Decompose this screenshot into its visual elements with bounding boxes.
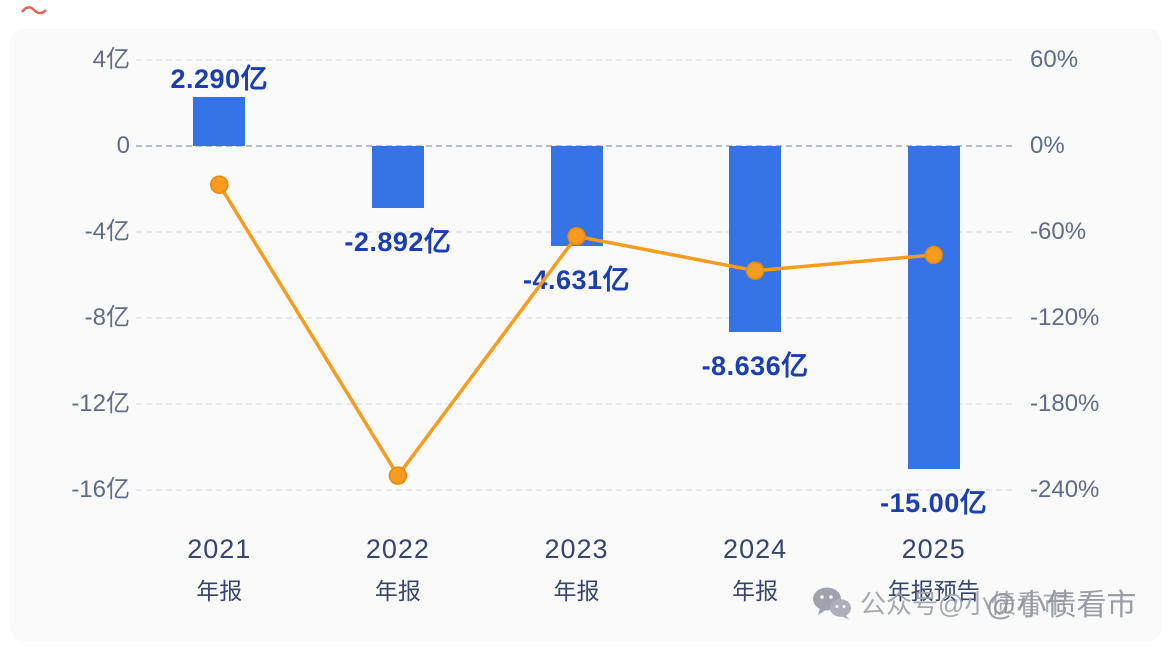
watermark-text-2: @小债看市 [986, 589, 1137, 622]
right-axis-tick: -120% [1030, 304, 1100, 331]
line-point [567, 227, 586, 246]
left-axis-tick: 4亿 [92, 46, 130, 73]
bar-value-label: -4.631亿 [522, 264, 631, 295]
bar-2025 [907, 146, 960, 469]
bar-value-label: -2.892亿 [344, 227, 452, 258]
bar-value-label: -15.00亿 [880, 487, 988, 518]
left-axis-tick: -4亿 [84, 218, 130, 245]
x-axis-period: 年报 [553, 578, 600, 604]
x-axis-label: 2025 年报预告 [834, 534, 1034, 606]
x-axis-label: 2024 年报 [655, 534, 855, 606]
right-axis-tick: 60% [1030, 46, 1079, 73]
left-axis-tick: 0 [116, 132, 130, 159]
x-axis-period: 年报预告 [887, 578, 980, 604]
x-axis-period: 年报 [732, 578, 779, 604]
x-axis-period: 年报 [196, 578, 243, 604]
right-axis-tick: -240% [1030, 476, 1100, 503]
left-axis-tick: -8亿 [84, 304, 130, 331]
x-axis-label: 2021 年报 [119, 534, 319, 606]
bar-2021 [193, 96, 246, 146]
line-point [924, 245, 943, 265]
line-point [210, 175, 229, 194]
gridline [136, 403, 1012, 405]
line-point [388, 466, 408, 485]
x-axis-year: 2021 [187, 534, 252, 564]
x-axis-period: 年报 [374, 578, 421, 604]
right-axis-tick: -180% [1030, 390, 1100, 417]
right-axis-tick: -60% [1030, 218, 1087, 245]
wechat-icon [813, 587, 851, 619]
left-axis-tick: -16亿 [71, 476, 130, 503]
x-axis-label: 2022 年报 [298, 534, 498, 606]
watermark-text: 公众号@小债看市 [860, 589, 1069, 619]
bar-2024 [729, 146, 782, 332]
line-point [745, 261, 765, 280]
gridline [136, 59, 1012, 61]
gridline [136, 317, 1012, 319]
left-axis-tick: -12亿 [71, 390, 130, 417]
bar-value-label: 2.290亿 [170, 63, 269, 94]
stray-red-mark [21, 6, 47, 15]
watermark: 公众号@小债看市 [812, 584, 1068, 621]
bar-value-label: -8.636亿 [701, 350, 809, 381]
gridline [136, 489, 1012, 491]
bar-2022 [371, 146, 424, 209]
x-axis-label: 2023 年报 [477, 534, 677, 606]
x-axis-year: 2025 [901, 534, 966, 564]
x-axis-year: 2024 [723, 534, 788, 564]
right-axis-tick: 0% [1030, 132, 1065, 159]
x-axis-year: 2022 [365, 534, 430, 564]
x-axis-year: 2023 [544, 534, 609, 564]
